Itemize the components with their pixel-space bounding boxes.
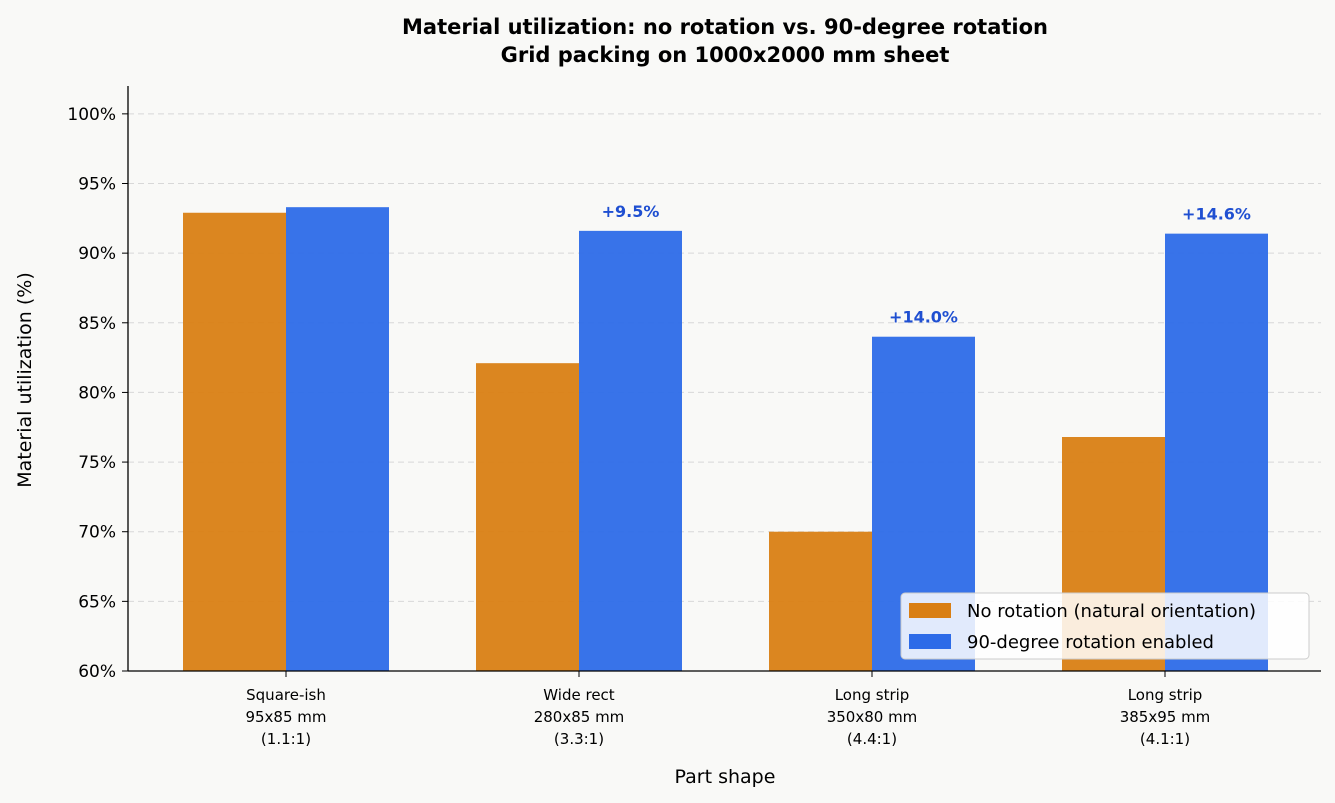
- legend-swatch: [909, 603, 951, 618]
- legend-swatch: [909, 634, 951, 649]
- x-tick-label: (1.1:1): [261, 730, 311, 748]
- y-tick-label: 90%: [78, 244, 116, 264]
- improvement-label: +14.0%: [889, 308, 958, 327]
- y-tick-label: 70%: [78, 523, 116, 543]
- x-tick-label: 350x80 mm: [827, 708, 918, 726]
- bar-no-rotation-3: [769, 531, 872, 671]
- improvement-label: +9.5%: [602, 202, 660, 221]
- x-tick-label: 95x85 mm: [245, 708, 326, 726]
- x-tick-label: Long strip: [1128, 686, 1203, 704]
- x-tick-label: (4.4:1): [847, 730, 897, 748]
- bar-no-rotation-1: [183, 212, 286, 671]
- x-tick-label: Long strip: [835, 686, 910, 704]
- y-tick-label: 60%: [78, 662, 116, 682]
- chart-title: Material utilization: no rotation vs. 90…: [402, 15, 1048, 39]
- improvement-label: +14.6%: [1182, 205, 1251, 224]
- y-axis-title: Material utilization (%): [14, 272, 36, 488]
- chart-subtitle: Grid packing on 1000x2000 mm sheet: [501, 43, 950, 67]
- y-tick-label: 75%: [78, 453, 116, 473]
- bar-rotation-1: [286, 207, 389, 671]
- y-tick-label: 80%: [78, 383, 116, 403]
- legend-box: [900, 592, 1310, 660]
- legend-label: No rotation (natural orientation): [967, 601, 1256, 622]
- x-axis-title: Part shape: [675, 766, 776, 788]
- y-tick-label: 85%: [78, 314, 116, 334]
- x-tick-label: (3.3:1): [554, 730, 604, 748]
- y-tick-label: 100%: [67, 105, 116, 125]
- y-ticks: 60% 65% 70% 75% 80% 85% 90% 95% 100%: [67, 105, 128, 682]
- y-tick-label: 95%: [78, 175, 116, 195]
- annotations: +9.5% +14.0% +14.6%: [602, 202, 1251, 327]
- x-tick-label: (4.1:1): [1140, 730, 1190, 748]
- legend: No rotation (natural orientation) 90-degr…: [900, 592, 1310, 660]
- legend-label: 90-degree rotation enabled: [967, 632, 1214, 653]
- x-tick-label: 280x85 mm: [534, 708, 625, 726]
- y-tick-label: 65%: [78, 592, 116, 612]
- x-tick-label: Wide rect: [543, 686, 615, 704]
- bar-no-rotation-2: [476, 363, 579, 671]
- x-ticks: Square-ish 95x85 mm (1.1:1) Wide rect 280x85…: [245, 671, 1210, 748]
- x-tick-label: 385x95 mm: [1120, 708, 1211, 726]
- bar-rotation-2: [579, 230, 682, 671]
- x-tick-label: Square-ish: [246, 686, 326, 704]
